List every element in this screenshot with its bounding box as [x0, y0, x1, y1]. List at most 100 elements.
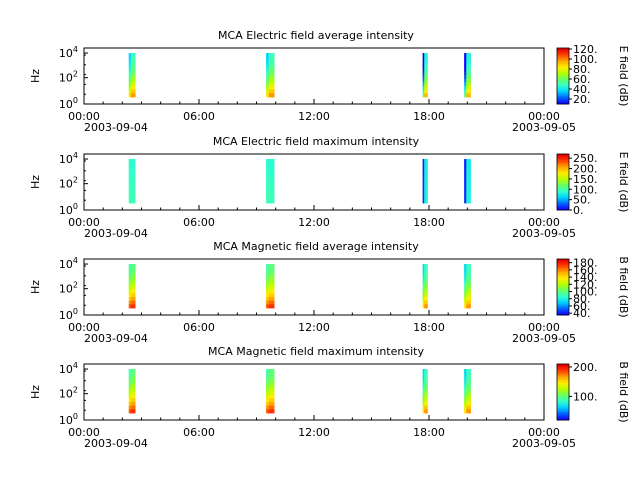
- spectrum-cell: [468, 53, 471, 58]
- colorbar-cell: [557, 302, 569, 305]
- colorbar-cell: [557, 80, 569, 82]
- spectrum-cell: [130, 289, 134, 294]
- spectrum-cell: [266, 170, 270, 175]
- spectrum-cell: [128, 376, 132, 381]
- colorbar-cell: [557, 284, 569, 286]
- colorbar-cell: [557, 289, 569, 292]
- spectrum-cell: [466, 162, 469, 167]
- spectrum-cell: [422, 376, 425, 381]
- spectrum-cell: [130, 64, 134, 69]
- colorbar-cell: [557, 369, 569, 372]
- spectrum-cell: [130, 199, 134, 204]
- spectrum-cell: [424, 264, 427, 269]
- y-tick-label: 100: [59, 202, 78, 217]
- spectrum-cell: [466, 394, 469, 399]
- spectrum-cell: [466, 271, 469, 276]
- spectrum-cell: [468, 405, 471, 410]
- spectrum-cell: [422, 53, 425, 58]
- spectrum-cell: [132, 271, 136, 276]
- spectrum-cell: [422, 159, 425, 164]
- spectrum-cell: [130, 394, 134, 399]
- spectrum-cell: [271, 177, 275, 182]
- spectrum-cell: [268, 181, 272, 186]
- colorbar-cell: [557, 273, 569, 275]
- colorbar-cell: [557, 169, 569, 172]
- spectrum-cell: [271, 75, 275, 80]
- spectrum-cell: [425, 394, 428, 399]
- spectrum-cell: [422, 409, 425, 414]
- spectrum-cell: [424, 289, 427, 294]
- spectrum-cell: [424, 181, 427, 186]
- spectrum-cell: [132, 275, 136, 280]
- colorbar-cell: [557, 389, 569, 391]
- spectrum-cell: [266, 173, 270, 178]
- spectrum-cell: [424, 282, 427, 287]
- spectrum-cell: [422, 75, 425, 80]
- spectrum-cell: [132, 181, 136, 186]
- colorbar-tick-label: 120.: [573, 43, 598, 56]
- spectrum-cell: [468, 166, 471, 171]
- spectrum-cell: [464, 271, 467, 276]
- x-date-label: 2003-09-04: [84, 121, 148, 134]
- spectrum-cell: [128, 199, 132, 204]
- colorbar-cell: [557, 295, 569, 298]
- spectrum-cell: [128, 89, 132, 94]
- colorbar-cell: [557, 201, 569, 204]
- colorbar-cell: [557, 400, 569, 403]
- spectrum-cell: [132, 278, 136, 283]
- colorbar-cell: [557, 161, 569, 163]
- spectrum-cell: [128, 184, 132, 189]
- colorbar: 20.40.60.80.100.120. E field (dB): [556, 43, 630, 106]
- spectrum-cell: [268, 409, 272, 414]
- spectrum-cell: [132, 86, 136, 91]
- spectrum-cell: [128, 409, 132, 414]
- spectrum-cell: [466, 199, 469, 204]
- spectrum-cell: [271, 162, 275, 167]
- colorbar-cell: [557, 49, 569, 52]
- x-tick-label: 00:00: [68, 321, 100, 334]
- colorbar-cell: [557, 403, 569, 405]
- spectrum-cell: [424, 162, 427, 167]
- spectrum-segment: [266, 53, 275, 98]
- spectrum-cell: [466, 181, 469, 186]
- colorbar-cell: [557, 376, 569, 379]
- spectrum-cell: [132, 71, 136, 76]
- spectrum-cell: [266, 75, 270, 80]
- spectrum-cell: [132, 369, 136, 374]
- spectrum-cell: [466, 300, 469, 305]
- spectrum-cell: [132, 267, 136, 272]
- spectrum-cell: [422, 289, 425, 294]
- colorbar-cell: [557, 84, 569, 87]
- spectrum-cell: [128, 300, 132, 305]
- spectrum-cell: [425, 405, 428, 410]
- spectrum-cell: [268, 192, 272, 197]
- spectrum-cell: [268, 297, 272, 302]
- spectrum-cell: [424, 300, 427, 305]
- y-tick-label: 102: [59, 176, 78, 191]
- spectrum-cell: [464, 173, 467, 178]
- spectrum-cell: [266, 271, 270, 276]
- colorbar-cell: [557, 95, 569, 98]
- spectrum-cell: [132, 188, 136, 193]
- spectrum-cell: [468, 275, 471, 280]
- colorbar-cell: [557, 271, 569, 274]
- spectrum-cell: [425, 71, 428, 76]
- spectrum-cell: [130, 82, 134, 87]
- spectrum-cell: [130, 409, 134, 414]
- colorbar-cell: [557, 158, 569, 160]
- colorbar-cell: [557, 81, 569, 84]
- x-tick-label: 06:00: [183, 110, 215, 123]
- spectrum-cell: [128, 78, 132, 83]
- spectrum-cell: [425, 300, 428, 305]
- spectrum-cell: [466, 286, 469, 291]
- colorbar-cell: [557, 184, 569, 187]
- spectrum-cell: [266, 278, 270, 283]
- spectrum-cell: [424, 192, 427, 197]
- spectrum-cell: [268, 383, 272, 388]
- spectrum-segment: [266, 159, 275, 204]
- spectrum-cell: [464, 275, 467, 280]
- spectrum-cell: [422, 383, 425, 388]
- spectrum-cell: [424, 89, 427, 94]
- spectrum-cell: [132, 402, 136, 407]
- spectrum-cell: [425, 383, 428, 388]
